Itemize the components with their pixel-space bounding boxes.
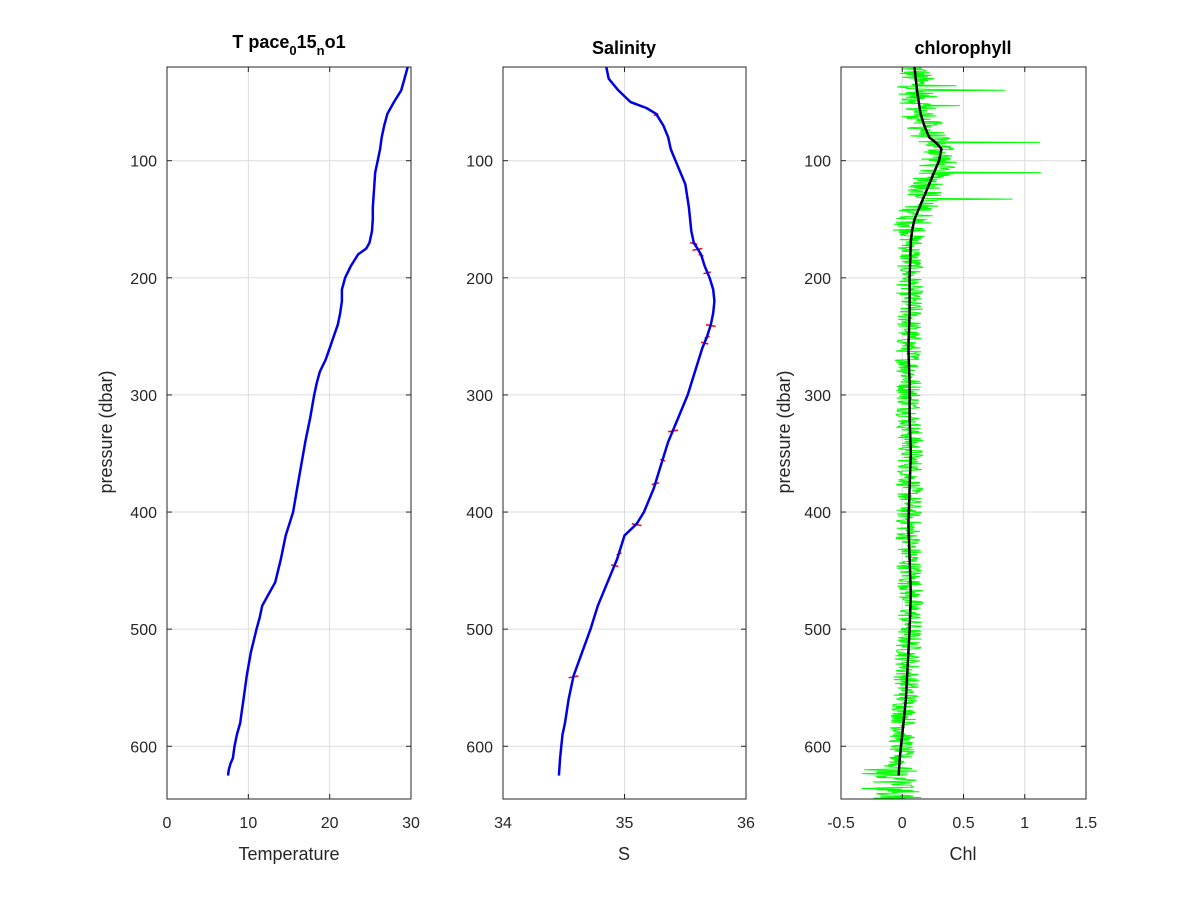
salinity-panel: 34 35 36 100 200 300 400 500 600 Salinity S xyxy=(466,38,755,864)
chlorophyll-y-label: pressure (dbar) xyxy=(774,370,794,493)
chlorophyll-title: chlorophyll xyxy=(914,38,1011,58)
salinity-ytick-label-5: 600 xyxy=(466,739,493,756)
chlorophyll-ytick-label-2: 300 xyxy=(804,388,831,405)
chlorophyll-xtick-label-2: 0.5 xyxy=(952,815,974,832)
chlorophyll-raw xyxy=(861,66,1041,800)
temperature-axes-frame xyxy=(166,66,412,800)
temperature-line xyxy=(226,66,409,776)
temperature-title: T pace015no1 xyxy=(232,32,345,58)
chlorophyll-ytick-label-1: 200 xyxy=(804,271,831,288)
salinity-ytick-label-1: 200 xyxy=(466,271,493,288)
temperature-ytick-label-3: 400 xyxy=(130,505,157,522)
temperature-ticks: 0 10 20 30 100 200 300 400 500 600 xyxy=(130,67,420,832)
chlorophyll-xtick-label-3: 1 xyxy=(1020,815,1029,832)
chlorophyll-xtick-label-1: 0 xyxy=(898,815,907,832)
salinity-series xyxy=(557,66,716,776)
chlorophyll-ytick-label-3: 400 xyxy=(804,505,831,522)
temperature-xtick-label-2: 20 xyxy=(321,815,339,832)
chlorophyll-x-label: Chl xyxy=(949,844,976,864)
temperature-ytick-label-5: 600 xyxy=(130,739,157,756)
chlorophyll-line xyxy=(897,66,943,776)
chlorophyll-xtick-label-4: 1.5 xyxy=(1075,815,1097,832)
temperature-xtick-label-1: 10 xyxy=(239,815,257,832)
temperature-x-label: Temperature xyxy=(238,844,339,864)
chlorophyll-ytick-label-0: 100 xyxy=(804,154,831,171)
salinity-x-label: S xyxy=(618,844,630,864)
salinity-ytick-label-4: 500 xyxy=(466,622,493,639)
temperature-series xyxy=(226,66,409,776)
chlorophyll-ticks: -0.5 0 0.5 1 1.5 100 200 300 400 500 600 xyxy=(804,67,1097,832)
temperature-panel: 0 10 20 30 100 200 300 400 500 600 T pace015no1 T… xyxy=(96,32,420,864)
temperature-frame-box xyxy=(166,66,412,800)
salinity-ticks: 34 35 36 100 200 300 400 500 600 xyxy=(466,67,755,832)
salinity-ytick-label-3: 400 xyxy=(466,505,493,522)
temperature-ytick-label-4: 500 xyxy=(130,622,157,639)
salinity-ytick-label-2: 300 xyxy=(466,388,493,405)
salinity-ytick-label-0: 100 xyxy=(466,154,493,171)
temperature-y-label: pressure (dbar) xyxy=(96,370,116,493)
temperature-ytick-label-1: 200 xyxy=(130,271,157,288)
chlorophyll-series xyxy=(897,66,943,776)
salinity-xtick-label-2: 36 xyxy=(737,815,755,832)
temperature-ytick-label-2: 300 xyxy=(130,388,157,405)
salinity-xtick-label-1: 35 xyxy=(616,815,634,832)
chlorophyll-raw-trace xyxy=(861,66,1041,800)
salinity-title: Salinity xyxy=(592,38,656,58)
chlorophyll-ytick-label-4: 500 xyxy=(804,622,831,639)
chlorophyll-ytick-label-5: 600 xyxy=(804,739,831,756)
temperature-xtick-label-0: 0 xyxy=(163,815,172,832)
temperature-xtick-label-3: 30 xyxy=(402,815,420,832)
temperature-ytick-label-0: 100 xyxy=(130,154,157,171)
chlorophyll-xtick-label-0: -0.5 xyxy=(827,815,855,832)
salinity-xtick-label-0: 34 xyxy=(494,815,512,832)
chlorophyll-panel: -0.5 0 0.5 1 1.5 100 200 300 400 500 600 chlorophy… xyxy=(774,38,1097,864)
salinity-line xyxy=(557,66,716,776)
